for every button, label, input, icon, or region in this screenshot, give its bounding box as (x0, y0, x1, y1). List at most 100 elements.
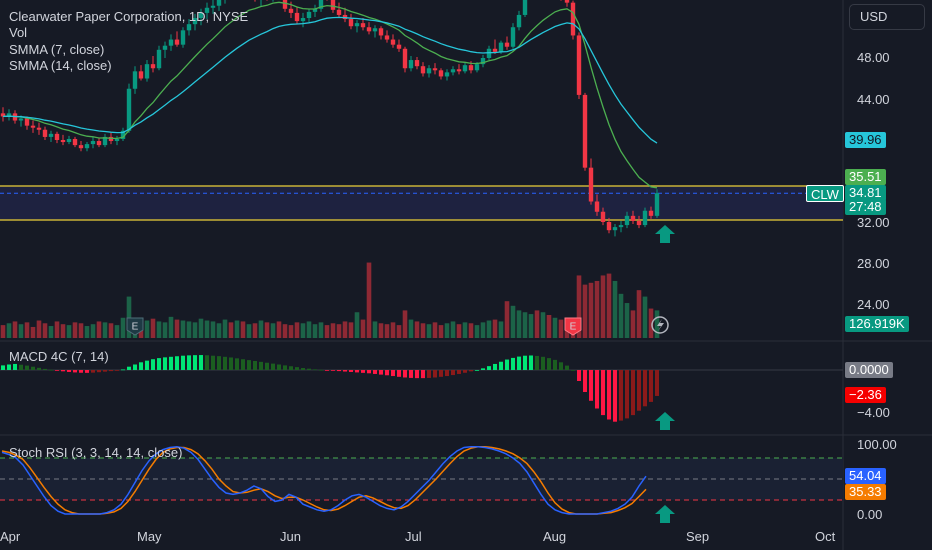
macd-histogram-bar (109, 370, 113, 372)
volume-bar (528, 314, 534, 338)
macd-histogram-bar (523, 355, 527, 370)
volume-bar (360, 319, 366, 338)
currency-button[interactable]: USD (849, 4, 925, 30)
volume-bar (546, 315, 552, 338)
volume-bar (342, 321, 348, 338)
macd-histogram-bar (637, 370, 641, 411)
candle-body (204, 7, 210, 13)
macd-histogram-bar (529, 355, 533, 370)
macd-histogram-bar (337, 370, 341, 372)
macd-histogram-bar (49, 369, 53, 371)
candle-body (168, 39, 174, 46)
chart-title: Clearwater Paper Corporation, 1D, NYSE (9, 9, 249, 24)
candle-body (318, 0, 324, 9)
volume-bar (6, 323, 12, 338)
candle-body (192, 18, 198, 25)
macd-histogram-bar (553, 359, 557, 370)
macd-histogram-bar (511, 357, 515, 370)
volume-bar (246, 324, 252, 338)
volume-bar (630, 310, 636, 338)
volume-bar (348, 322, 354, 338)
candle-body (78, 145, 84, 149)
volume-bar (510, 305, 516, 338)
volume-bar (618, 293, 624, 338)
stoch-k-line (1, 446, 647, 515)
candle-body (618, 225, 624, 228)
candle-body (90, 141, 96, 145)
candle-body (18, 118, 24, 121)
macd-histogram-bar (151, 359, 155, 370)
up-arrow-icon (655, 505, 675, 523)
candle-body (6, 113, 12, 117)
macd-histogram-bar (415, 370, 419, 379)
ticker-tag[interactable]: CLW (806, 185, 844, 202)
candle-body (186, 24, 192, 31)
volume-bar (456, 324, 462, 338)
candle-body (606, 222, 612, 231)
macd-histogram-bar (571, 370, 575, 371)
volume-bar (204, 320, 210, 338)
macd-histogram-bar (379, 370, 383, 375)
macd-histogram-bar (427, 370, 431, 378)
volume-bar (612, 280, 618, 338)
volume-bar (558, 319, 564, 338)
volume-bar (48, 326, 54, 338)
candle-body (42, 129, 48, 137)
volume-bar (24, 322, 30, 338)
volume-bar (606, 273, 612, 338)
volume-bar (180, 320, 186, 338)
macd-histogram-bar (253, 360, 257, 370)
macd-histogram-bar (331, 370, 335, 371)
candle-body (282, 0, 288, 9)
volume-value-tag: 126.919K (845, 316, 909, 332)
volume-bar (186, 321, 192, 338)
macd-histogram-bar (277, 364, 281, 370)
volume-bar (540, 312, 546, 338)
time-label-may: May (137, 529, 162, 544)
macd-histogram-bar (37, 367, 41, 370)
volume-bar (54, 321, 60, 338)
macd-histogram-bar (175, 356, 179, 370)
candle-body (36, 127, 42, 130)
macd-histogram-bar (91, 370, 95, 373)
candle-body (504, 42, 510, 47)
time-label-aug: Aug (543, 529, 567, 544)
candle-body (522, 0, 528, 15)
macd-pane-title: MACD 4C (7, 14) (9, 349, 109, 364)
bar-countdown-tag: 27:48 (845, 199, 886, 215)
candle-body (114, 138, 120, 142)
volume-bar (66, 325, 72, 338)
candle-body (66, 138, 72, 143)
time-label-jun: Jun (280, 529, 301, 544)
candle-body (432, 68, 438, 71)
candle-body (330, 0, 336, 10)
candle-body (48, 133, 54, 137)
candle-body (468, 65, 474, 71)
candle-body (336, 9, 342, 15)
volume-bar (72, 322, 78, 338)
macd-zero-tag: 0.0000 (845, 362, 893, 378)
lightning-icon (651, 316, 669, 334)
macd-histogram-bar (487, 366, 491, 370)
macd-histogram-bar (649, 370, 653, 402)
smma14-value-tag: 39.96 (845, 132, 886, 148)
macd-histogram-bar (295, 367, 299, 370)
macd-histogram-bar (547, 358, 551, 370)
macd-histogram-bar (25, 365, 29, 370)
volume-bar (552, 317, 558, 338)
candle-body (510, 27, 516, 47)
volume-bar (384, 324, 390, 338)
macd-histogram-bar (403, 370, 407, 378)
macd-histogram-bar (73, 370, 77, 373)
time-label-jul: Jul (405, 529, 422, 544)
candle-body (438, 70, 444, 77)
volume-bar (258, 320, 264, 338)
macd-tick: −4.00 (857, 405, 890, 420)
candle-body (630, 215, 636, 221)
candle-body (378, 28, 384, 36)
volume-bar (594, 280, 600, 338)
macd-histogram-bar (451, 370, 455, 376)
candle-body (456, 69, 462, 72)
macd-histogram-bar (655, 370, 659, 396)
